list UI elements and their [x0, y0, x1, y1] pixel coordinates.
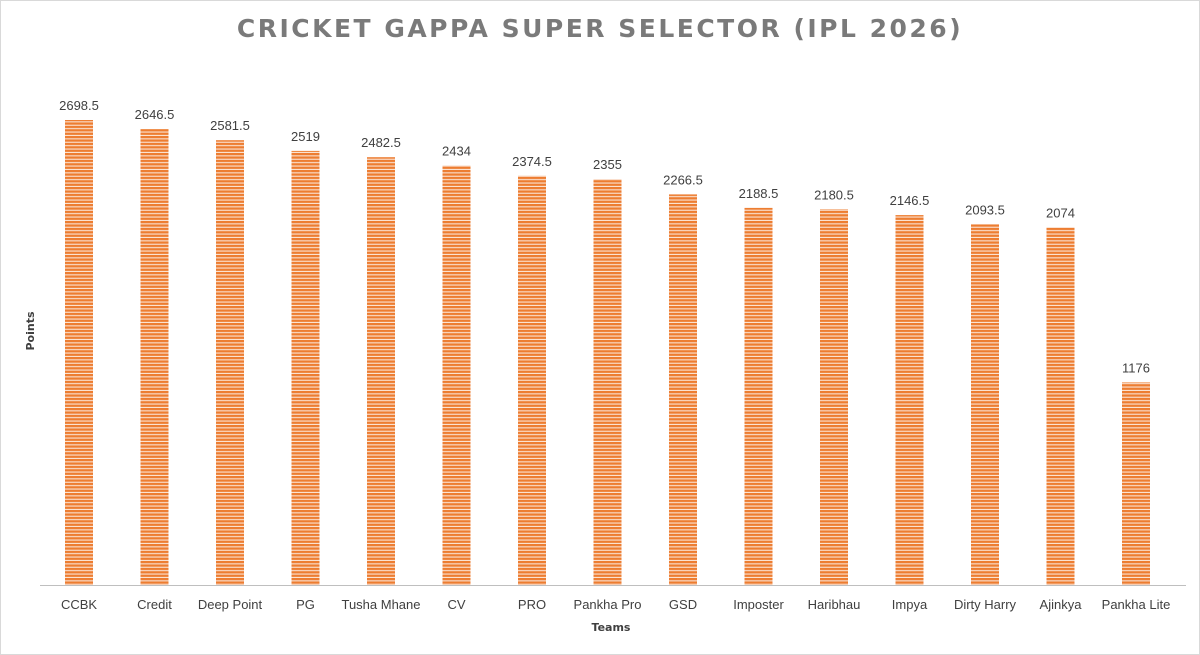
y-axis-title: Points: [24, 311, 37, 350]
category-label: Deep Point: [198, 597, 263, 612]
bar-imposter: [744, 207, 773, 585]
category-label: PG: [296, 597, 315, 612]
category-label: Impya: [892, 597, 928, 612]
data-label: 1176: [1122, 360, 1150, 375]
data-label: 2698.5: [59, 98, 99, 113]
data-label: 2581.5: [210, 118, 250, 133]
data-label: 2434: [442, 144, 471, 159]
data-label: 2180.5: [814, 187, 854, 202]
data-label: 2355: [593, 157, 622, 172]
category-label: GSD: [669, 597, 697, 612]
data-label: 2374.5: [512, 154, 552, 169]
category-labels-layer: CCBK Credit Deep Point PG Tusha Mhane CV PRO Pa…: [61, 597, 1170, 612]
category-label: Haribhau: [808, 597, 861, 612]
data-label: 2646.5: [135, 107, 175, 122]
data-label: 2519: [291, 129, 320, 144]
bar-cv: [442, 165, 471, 585]
category-label: Credit: [137, 597, 172, 612]
data-label: 2074: [1046, 206, 1075, 221]
data-label: 2188.5: [739, 186, 779, 201]
chart-title: CRICKET GAPPA SUPER SELECTOR (IPL 2026): [236, 14, 964, 43]
bar-haribhau: [820, 209, 848, 586]
data-label: 2146.5: [890, 193, 930, 208]
bars-layer: [65, 120, 1150, 586]
bar-dirty-harry: [971, 224, 999, 586]
data-labels-layer: 2698.5 2646.5 2581.5 2519 2482.5 2434 2374.5 23…: [59, 98, 1150, 375]
bar-impya: [895, 215, 924, 585]
category-label: Pankha Pro: [574, 597, 642, 612]
category-label: PRO: [518, 597, 546, 612]
bar-pro: [518, 175, 546, 586]
bar-tusha-mhane: [367, 157, 395, 585]
x-axis-title: Teams: [592, 621, 631, 634]
category-label: CCBK: [61, 597, 97, 612]
bar-ajinkya: [1046, 227, 1075, 585]
category-label: Ajinkya: [1040, 597, 1083, 612]
bar-gsd: [669, 194, 697, 585]
bar-pg: [291, 150, 320, 585]
category-label: Tusha Mhane: [341, 597, 420, 612]
bar-deep-point: [216, 140, 244, 585]
category-label: Imposter: [733, 597, 784, 612]
bar-pankha-lite: [1122, 382, 1150, 585]
bar-ccbk: [65, 120, 93, 585]
category-label: Pankha Lite: [1102, 597, 1171, 612]
bar-pankha-pro: [593, 179, 622, 585]
data-label: 2266.5: [663, 172, 703, 187]
category-label: Dirty Harry: [954, 597, 1017, 612]
bar-credit: [140, 129, 169, 585]
category-label: CV: [447, 597, 465, 612]
data-label: 2093.5: [965, 202, 1005, 217]
data-label: 2482.5: [361, 135, 401, 150]
